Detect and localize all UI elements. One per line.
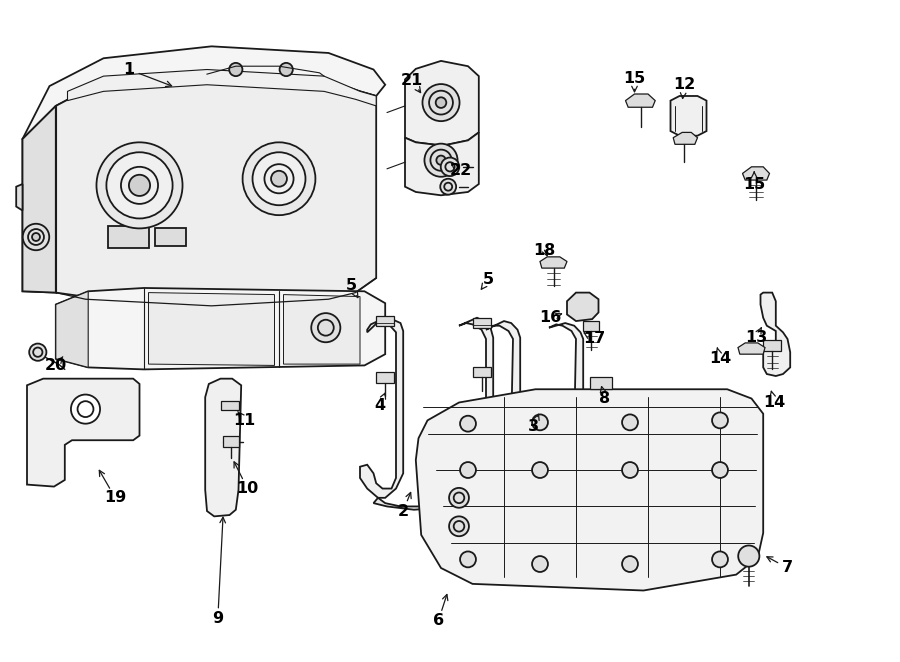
Polygon shape — [68, 70, 376, 106]
Bar — [472, 318, 490, 328]
Circle shape — [253, 152, 305, 205]
Polygon shape — [360, 318, 403, 498]
Circle shape — [106, 152, 173, 218]
Circle shape — [243, 142, 315, 215]
Text: 17: 17 — [583, 332, 605, 346]
Polygon shape — [497, 445, 572, 455]
Text: 21: 21 — [401, 73, 423, 88]
Circle shape — [712, 412, 728, 428]
Polygon shape — [450, 318, 493, 498]
Polygon shape — [482, 321, 520, 447]
Text: 18: 18 — [534, 243, 555, 258]
Circle shape — [449, 488, 469, 508]
Polygon shape — [670, 96, 706, 136]
Polygon shape — [760, 293, 790, 376]
Bar — [583, 321, 599, 331]
Circle shape — [32, 233, 40, 241]
Text: 4: 4 — [374, 398, 385, 412]
Circle shape — [532, 414, 548, 430]
Bar — [223, 436, 239, 447]
Circle shape — [440, 179, 456, 195]
Circle shape — [712, 551, 728, 567]
Text: 14: 14 — [763, 395, 785, 410]
Text: 1: 1 — [123, 62, 134, 77]
Circle shape — [422, 84, 460, 121]
Text: 5: 5 — [483, 272, 494, 287]
Circle shape — [622, 462, 638, 478]
Circle shape — [460, 416, 476, 432]
Bar — [220, 401, 238, 410]
Circle shape — [436, 97, 446, 108]
Text: 14: 14 — [709, 352, 731, 366]
Polygon shape — [22, 74, 376, 306]
Text: 16: 16 — [540, 310, 562, 325]
Bar — [155, 228, 186, 246]
Polygon shape — [540, 257, 567, 268]
Polygon shape — [567, 293, 598, 321]
Circle shape — [22, 224, 50, 250]
Text: 20: 20 — [45, 358, 67, 373]
Polygon shape — [56, 291, 88, 367]
Polygon shape — [405, 132, 479, 195]
Circle shape — [622, 556, 638, 572]
Polygon shape — [626, 94, 655, 107]
Circle shape — [425, 144, 457, 177]
Circle shape — [441, 158, 459, 176]
Text: 12: 12 — [673, 77, 695, 92]
Polygon shape — [374, 498, 475, 510]
Polygon shape — [148, 293, 274, 365]
Text: 13: 13 — [745, 330, 767, 345]
Circle shape — [230, 63, 242, 76]
Text: 2: 2 — [398, 504, 409, 518]
Polygon shape — [284, 295, 360, 364]
Circle shape — [460, 551, 476, 567]
Circle shape — [29, 344, 47, 361]
Circle shape — [96, 142, 183, 228]
Polygon shape — [22, 46, 385, 149]
Text: 6: 6 — [433, 614, 444, 628]
Circle shape — [532, 556, 548, 572]
Polygon shape — [416, 389, 763, 591]
Circle shape — [532, 462, 548, 478]
Text: 8: 8 — [599, 391, 610, 406]
Bar — [108, 226, 148, 248]
Bar — [376, 372, 394, 383]
Circle shape — [129, 175, 150, 196]
Text: 3: 3 — [528, 420, 539, 434]
Circle shape — [712, 462, 728, 478]
Bar — [763, 340, 781, 351]
Polygon shape — [673, 132, 698, 144]
Circle shape — [460, 462, 476, 478]
Text: 15: 15 — [743, 177, 765, 191]
Bar — [590, 377, 612, 389]
Text: 15: 15 — [624, 71, 645, 85]
Polygon shape — [16, 184, 22, 211]
Bar — [472, 367, 490, 377]
Circle shape — [271, 171, 287, 187]
Circle shape — [622, 414, 638, 430]
Circle shape — [449, 516, 469, 536]
Polygon shape — [540, 323, 583, 447]
Polygon shape — [56, 288, 385, 369]
Bar — [376, 316, 394, 326]
Circle shape — [738, 545, 760, 567]
Text: 19: 19 — [104, 491, 126, 505]
Polygon shape — [205, 379, 241, 516]
Text: 7: 7 — [782, 561, 793, 575]
Polygon shape — [22, 106, 56, 293]
Text: 9: 9 — [212, 612, 223, 626]
Polygon shape — [27, 379, 140, 487]
Circle shape — [280, 63, 292, 76]
Text: 11: 11 — [234, 413, 256, 428]
Text: 5: 5 — [346, 279, 356, 293]
Polygon shape — [742, 167, 770, 180]
Circle shape — [71, 395, 100, 424]
Circle shape — [436, 156, 446, 165]
Text: 22: 22 — [450, 164, 472, 178]
Text: 10: 10 — [237, 481, 258, 496]
Polygon shape — [738, 343, 765, 354]
Circle shape — [311, 313, 340, 342]
Polygon shape — [405, 61, 479, 146]
